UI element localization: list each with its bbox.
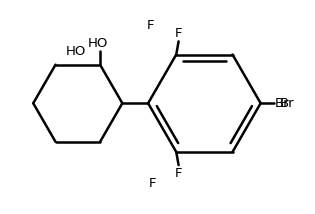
Text: F: F (147, 19, 154, 32)
Text: F: F (149, 177, 157, 190)
Text: F: F (175, 27, 182, 40)
Text: F: F (175, 167, 182, 180)
Text: HO: HO (88, 37, 108, 50)
Text: Br: Br (279, 97, 294, 110)
Text: HO: HO (65, 45, 86, 58)
Text: Br: Br (275, 97, 289, 110)
